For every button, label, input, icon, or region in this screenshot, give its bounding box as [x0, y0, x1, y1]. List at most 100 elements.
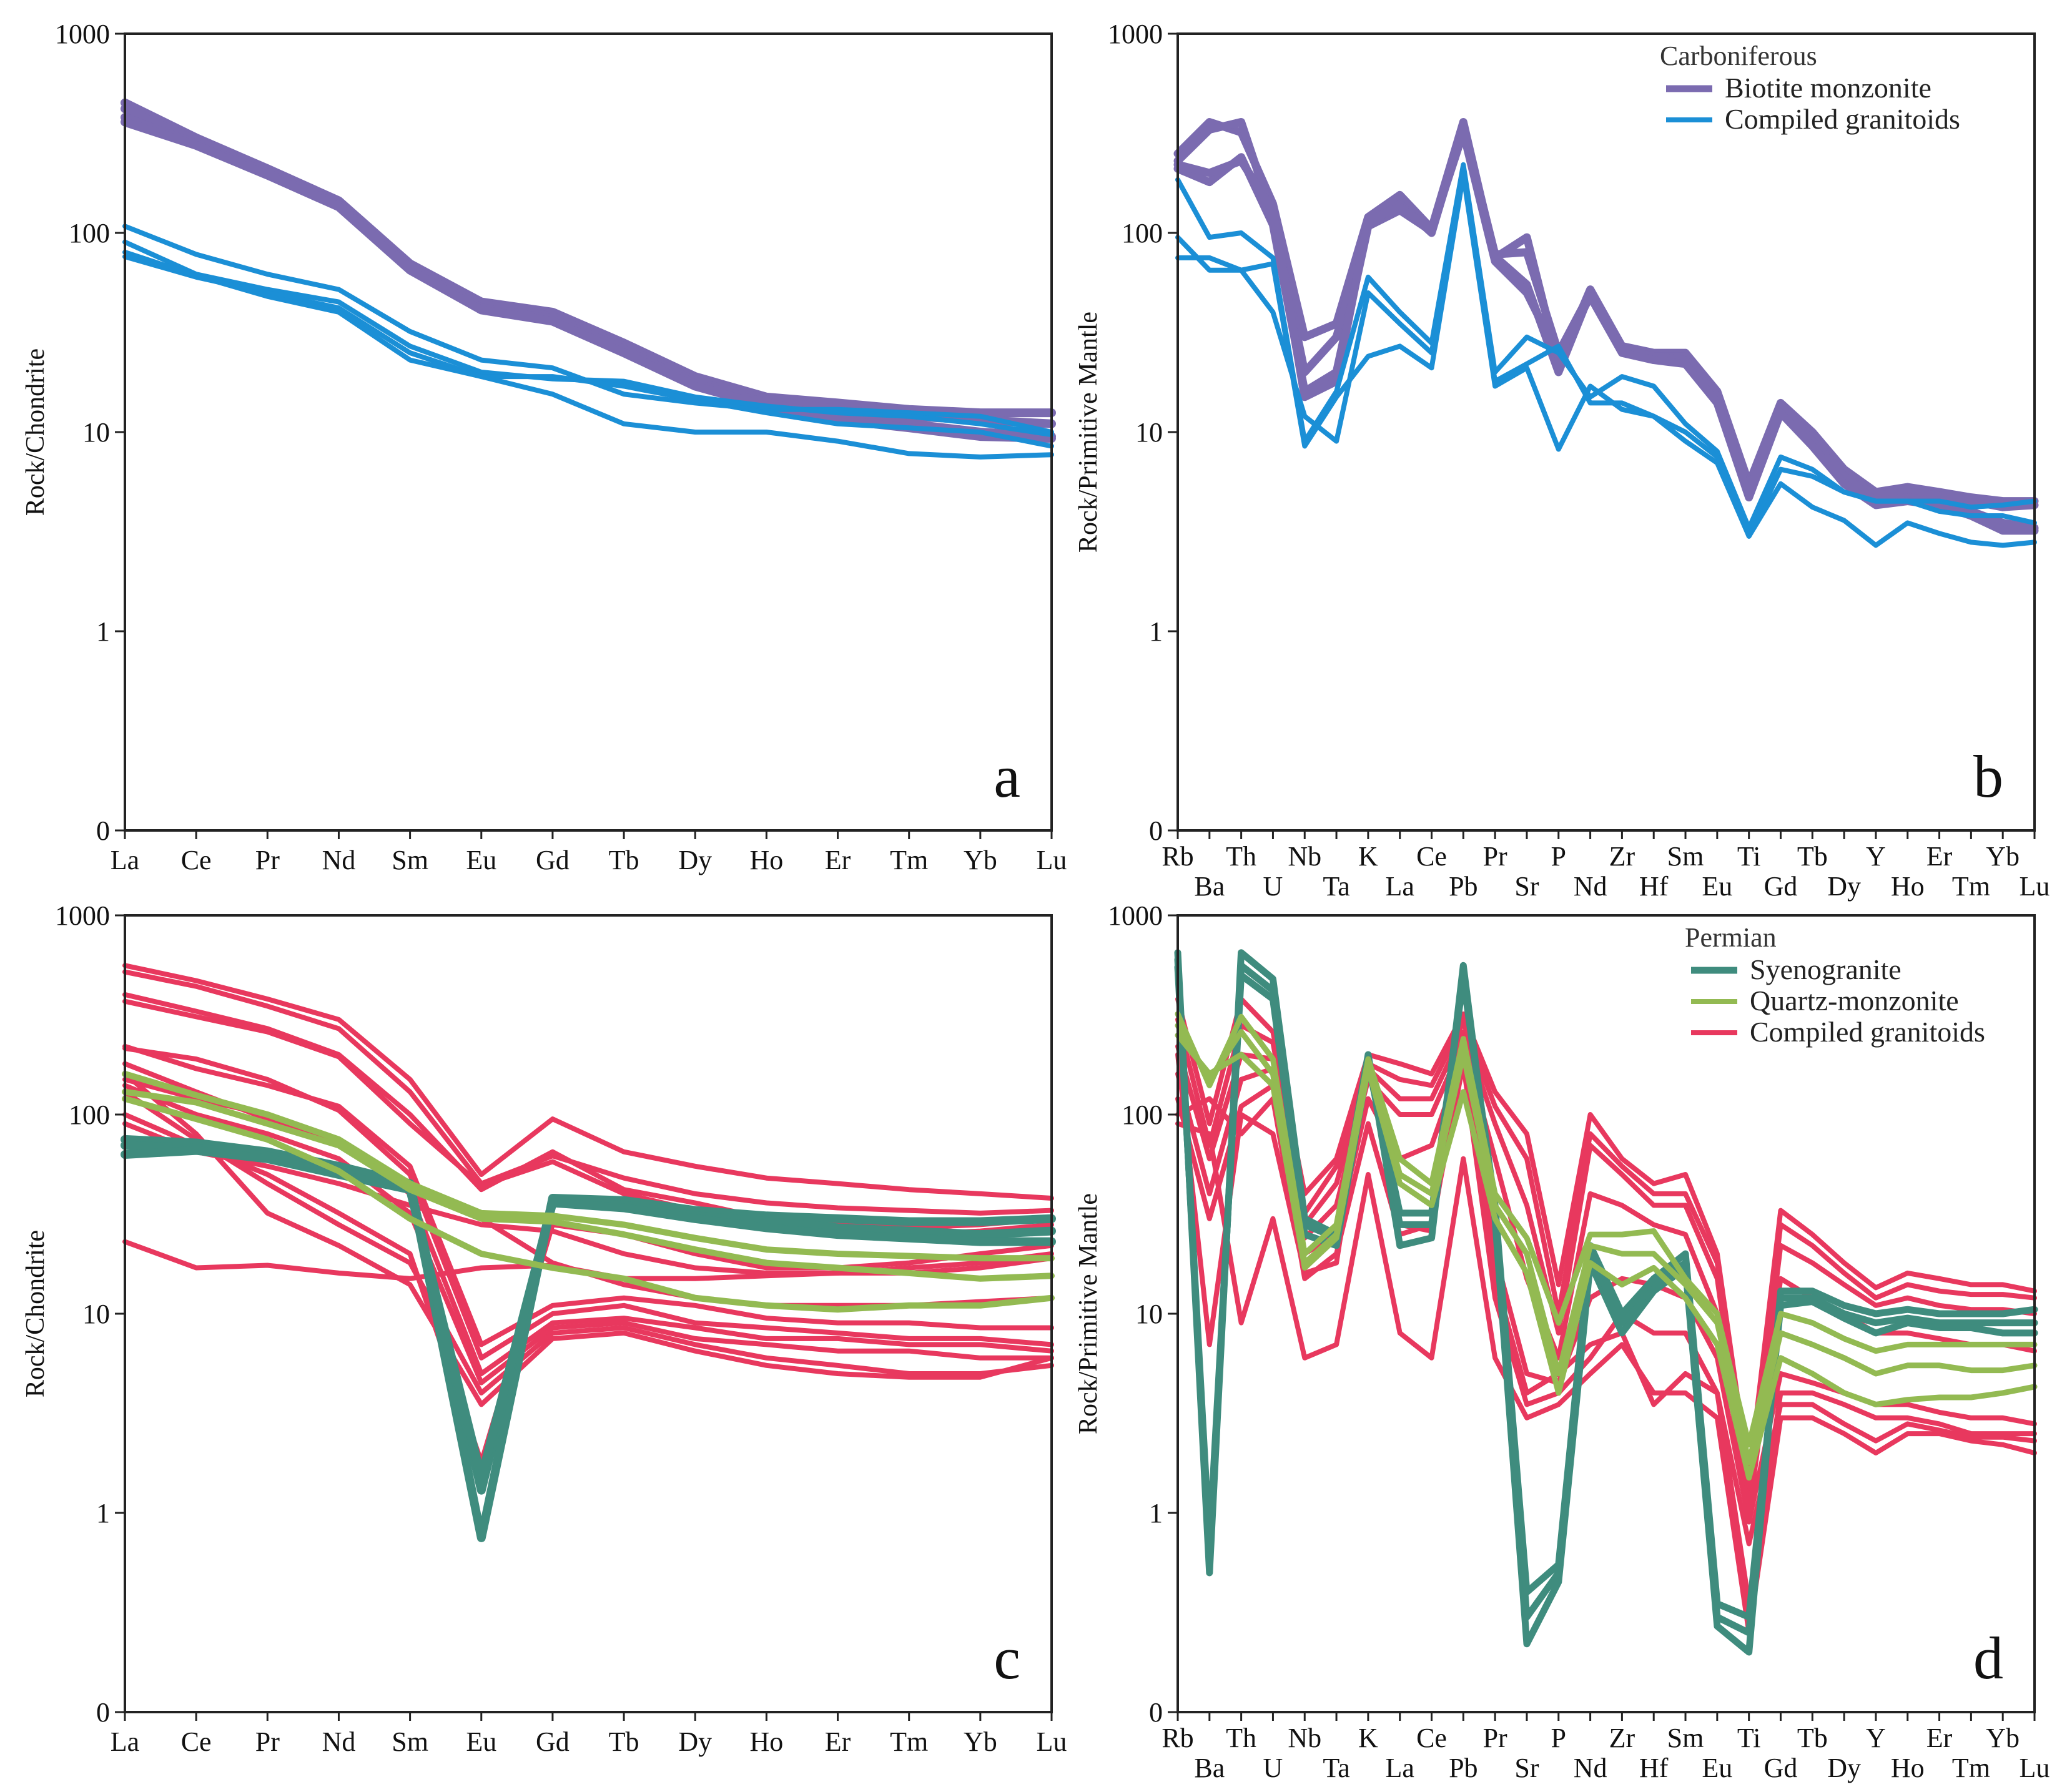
x-tick-label-sm: Sm: [1667, 841, 1704, 872]
x-tick-label-u: U: [1263, 1753, 1283, 1783]
x-tick-label-ti: Ti: [1737, 1723, 1761, 1753]
x-tick-label-dy: Dy: [678, 845, 712, 875]
y-tick-label: 10: [82, 1299, 110, 1329]
y-tick-label: 1: [96, 1498, 110, 1529]
legend-title: Carboniferous: [1660, 41, 1817, 71]
x-tick-label-lu: Lu: [1037, 1726, 1067, 1757]
x-tick-label-nb: Nb: [1288, 1723, 1321, 1753]
x-tick-label-gd: Gd: [536, 845, 570, 875]
x-tick-label-ta: Ta: [1323, 871, 1349, 902]
x-tick-label-ho: Ho: [1891, 871, 1925, 902]
legend-label-syenogranite: Syenogranite: [1750, 953, 1902, 985]
x-tick-label-tm: Tm: [890, 845, 928, 875]
x-tick-label-gd: Gd: [536, 1726, 570, 1757]
x-tick-label-dy: Dy: [1827, 871, 1861, 902]
x-tick-label-la: La: [111, 845, 139, 875]
x-tick-label-ho: Ho: [1891, 1753, 1925, 1783]
series-line-quartz-monzonite-19: [122, 1095, 1055, 1313]
y-tick-label: 1: [1149, 616, 1163, 647]
series-line-compiled-granitoids-7: [1175, 1043, 2037, 1547]
x-tick-label-yb: Yb: [964, 845, 997, 875]
series-line-compiled-granitoids-2: [1175, 1029, 2037, 1507]
series-line-quartz-monzonite-13: [1175, 1032, 2038, 1481]
x-tick-label-sm: Sm: [1667, 1723, 1704, 1753]
y-tick-label: 0: [1149, 815, 1163, 846]
y-tick-label: 1000: [55, 19, 110, 49]
x-tick-label-lu: Lu: [2020, 871, 2050, 902]
legend-label-biotite-monzonite: Biotite monzonite: [1725, 72, 1931, 104]
x-tick-label-k: K: [1358, 841, 1378, 872]
y-tick-label: 10: [1135, 1299, 1163, 1329]
series-line-biotite-monzonite-1: [121, 104, 1056, 428]
series-line-quartz-monzonite-11: [1175, 1011, 2038, 1448]
y-tick-label: 100: [1122, 1100, 1163, 1130]
x-tick-label-tb: Tb: [609, 1726, 639, 1757]
x-tick-label-ho: Ho: [749, 845, 783, 875]
x-tick-label-tm: Tm: [1952, 1753, 1990, 1783]
y-tick-label: 10: [1135, 417, 1163, 448]
x-tick-label-ho: Ho: [749, 1726, 783, 1757]
y-axis-title: Rock/Chondrite: [21, 1230, 50, 1397]
series-line-biotite-monzonite-0: [121, 98, 1056, 418]
x-tick-label-pr: Pr: [1483, 1723, 1507, 1753]
x-tick-label-er: Er: [1926, 841, 1953, 872]
y-tick-label: 100: [1122, 218, 1163, 249]
x-tick-label-ce: Ce: [181, 845, 212, 875]
series-group: [1173, 118, 2039, 548]
x-tick-label-er: Er: [1926, 1723, 1953, 1753]
series-line-quartz-monzonite-18: [122, 1088, 1055, 1282]
series-group: [121, 98, 1056, 460]
x-tick-label-nd: Nd: [1574, 1753, 1607, 1783]
plot-frame: [1176, 32, 2036, 832]
panel-c-chart: 0 1 10 100 1000 Rock/Chondrite La Ce Pr Nd Sm Eu Gd T…: [21, 900, 1067, 1757]
plot-frame: [124, 914, 1053, 1713]
series-line-compiled-granitoids-9: [122, 1071, 1054, 1407]
series-line-compiled-granitoids-8: [122, 1089, 1054, 1396]
y-tick-label: 0: [96, 815, 110, 846]
y-tick-label: 1000: [55, 900, 110, 931]
x-tick-label-hf: Hf: [1639, 1753, 1669, 1783]
x-tick-label-nd: Nd: [322, 1726, 356, 1757]
y-axis-title: Rock/Primitive Mantle: [1074, 1193, 1103, 1434]
series-line-syenogranite-9: [1174, 956, 2038, 1637]
x-tick-label-la: La: [1386, 871, 1414, 902]
y-tick-label: 0: [96, 1697, 110, 1728]
x-tick-label-p: P: [1551, 841, 1566, 872]
x-tick-label-p: P: [1551, 1723, 1566, 1753]
x-tick-label-nd: Nd: [1574, 871, 1607, 902]
x-tick-label-eu: Eu: [466, 1726, 496, 1757]
x-tick-label-eu: Eu: [466, 845, 496, 875]
x-tick-label-ce: Ce: [1416, 1723, 1447, 1753]
x-tick-label-dy: Dy: [678, 1726, 712, 1757]
y-tick-label: 1: [1149, 1498, 1163, 1529]
x-tick-label-pr: Pr: [255, 845, 280, 875]
series-line-quartz-monzonite-17: [122, 1070, 1055, 1262]
x-tick-label-sm: Sm: [392, 845, 428, 875]
x-tick-label-th: Th: [1226, 841, 1256, 872]
x-tick-label-lu: Lu: [1037, 845, 1067, 875]
y-tick-label: 1: [96, 616, 110, 647]
x-tick-label-yb: Yb: [964, 1726, 997, 1757]
x-tick-label-ta: Ta: [1323, 1753, 1349, 1783]
series-group: [121, 963, 1056, 1542]
legend-label-compiled-granitoids: Compiled granitoids: [1750, 1016, 1985, 1048]
x-tick-label-lu: Lu: [2020, 1753, 2050, 1783]
x-tick-label-tm: Tm: [890, 1726, 928, 1757]
x-tick-label-ba: Ba: [1194, 1753, 1225, 1783]
series-line-compiled-granitoids-5: [122, 1046, 1054, 1361]
x-tick-label-rb: Rb: [1162, 841, 1193, 872]
x-tick-label-sr: Sr: [1514, 1753, 1539, 1783]
series-line-compiled-granitoids-6: [122, 254, 1054, 449]
legend: PermianSyenograniteQuartz-monzoniteCompi…: [1685, 922, 1985, 1048]
x-tick-label-nb: Nb: [1288, 841, 1321, 872]
series-line-compiled-granitoids-4: [122, 1043, 1054, 1347]
x-tick-label-ce: Ce: [181, 1726, 212, 1757]
x-tick-label-er: Er: [825, 845, 851, 875]
series-line-compiled-granitoids-1: [1175, 1017, 2037, 1493]
x-tick-label-hf: Hf: [1639, 871, 1669, 902]
x-tick-label-tb: Tb: [1797, 1723, 1828, 1753]
series-line-compiled-granitoids-4: [1175, 162, 2037, 531]
